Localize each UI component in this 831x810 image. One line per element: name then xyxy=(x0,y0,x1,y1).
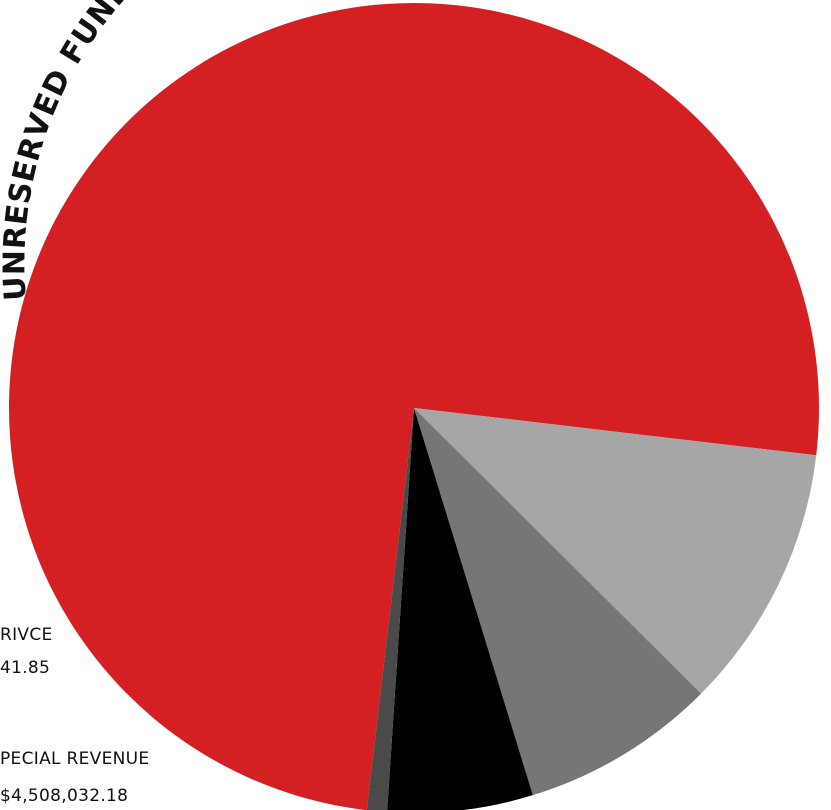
pie-slice-3 xyxy=(414,408,702,796)
pie-slice-1 xyxy=(9,3,819,810)
pie-slice-5 xyxy=(366,408,414,810)
annotation-value-2: $4,508,032.18 xyxy=(0,786,128,806)
pie-slice-2 xyxy=(414,408,817,694)
annotation-label-1: RIVCE xyxy=(0,625,53,645)
pie-slices xyxy=(9,3,819,810)
annotation-label-2: PECIAL REVENUE xyxy=(0,749,149,769)
annotation-value-1: 41.85 xyxy=(0,658,50,678)
pie-slice-4 xyxy=(387,408,533,810)
